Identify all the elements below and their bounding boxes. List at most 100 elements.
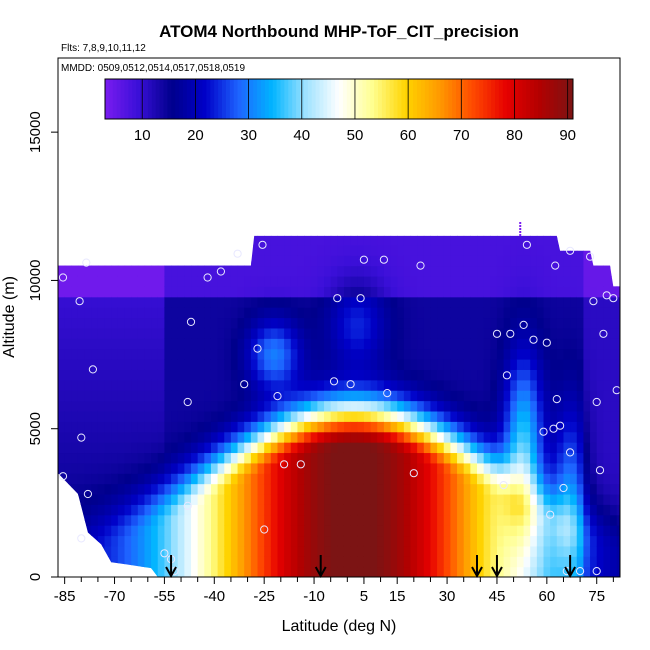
heatmap-cell (556, 286, 565, 298)
x-tick-label: 30 (439, 588, 456, 605)
heatmap-cell (543, 338, 551, 350)
heatmap-cell (97, 296, 106, 308)
heatmap-cell (131, 307, 139, 319)
heatmap-cell (390, 545, 398, 557)
heatmap-cell (237, 473, 245, 485)
heatmap-cell (197, 483, 205, 495)
heatmap-cell (337, 514, 345, 526)
heatmap-cell (97, 535, 106, 547)
heatmap-cell (523, 307, 531, 319)
heatmap-cell (463, 390, 471, 402)
heatmap-cell (370, 275, 378, 287)
sample-point (556, 421, 565, 430)
heatmap-cell (390, 390, 398, 402)
heatmap-cell (124, 296, 132, 308)
heatmap-cell (217, 235, 225, 246)
heatmap-cell (111, 504, 119, 516)
heatmap-cell (71, 327, 79, 339)
heatmap-cell (71, 359, 79, 370)
heatmap-cell (310, 286, 318, 298)
colorbar-swatch (108, 79, 114, 119)
heatmap-cell (64, 535, 72, 547)
heatmap-cell (343, 442, 352, 454)
heatmap-cell (590, 327, 598, 339)
heatmap-cell (410, 566, 418, 577)
heatmap-cell (423, 421, 432, 433)
heatmap-cell (264, 255, 272, 267)
heatmap-cell (410, 535, 418, 547)
heatmap-cell (550, 317, 558, 329)
heatmap-cell (257, 265, 265, 277)
heatmap-cell (91, 244, 99, 256)
heatmap-cell (111, 317, 119, 329)
heatmap-cell (237, 545, 245, 557)
heatmap-cell (297, 442, 305, 454)
heatmap-cell (137, 379, 146, 391)
heatmap-cell (184, 275, 192, 287)
heatmap-cell (137, 338, 146, 350)
heatmap-cell (184, 244, 192, 256)
heatmap-cell (370, 493, 378, 505)
heatmap-cell (516, 493, 525, 505)
heatmap-cell (317, 473, 325, 485)
heatmap-cell (483, 296, 491, 308)
heatmap-cell (430, 390, 438, 402)
heatmap-cell (290, 390, 299, 402)
heatmap-cell (550, 379, 558, 391)
heatmap-cell (603, 442, 611, 454)
heatmap-cell (556, 462, 565, 474)
heatmap-cell (530, 379, 538, 391)
heatmap-cell (250, 400, 259, 412)
heatmap-cell (131, 410, 139, 422)
heatmap-cell (191, 369, 199, 381)
heatmap-cell (357, 224, 364, 235)
heatmap-cell (337, 473, 345, 485)
heatmap-cell (437, 556, 445, 568)
heatmap-cell (191, 545, 199, 557)
heatmap-cell (364, 214, 371, 225)
heatmap-cell (171, 431, 179, 443)
heatmap-cell (477, 390, 485, 402)
heatmap-cell (164, 410, 172, 422)
heatmap-cell (496, 255, 505, 267)
heatmap-cell (197, 410, 205, 422)
heatmap-cell (570, 473, 578, 485)
heatmap-cell (91, 483, 99, 495)
heatmap-cell (77, 566, 86, 577)
heatmap-cell (191, 431, 199, 443)
heatmap-cell (177, 275, 185, 287)
heatmap-cell (317, 235, 325, 246)
heatmap-cell (590, 244, 598, 256)
heatmap-cell (244, 244, 252, 256)
heatmap-cell (357, 255, 365, 267)
heatmap-cell (77, 493, 86, 505)
heatmap-cell (403, 307, 412, 319)
heatmap-cell (463, 359, 471, 370)
heatmap-cell (151, 462, 159, 474)
heatmap-cell (177, 255, 185, 267)
heatmap-cell (171, 307, 179, 319)
heatmap-cell (184, 369, 192, 381)
colorbar-swatch (522, 79, 527, 119)
heatmap-cell (516, 514, 525, 526)
heatmap-cell (230, 556, 239, 568)
heatmap-cell (330, 545, 338, 557)
heatmap-cell (117, 317, 126, 329)
heatmap-cell (377, 286, 385, 298)
heatmap-cell (470, 307, 478, 319)
heatmap-cell (144, 379, 152, 391)
sample-point (346, 380, 355, 389)
heatmap-cell (191, 421, 199, 433)
colorbar-swatch (303, 79, 309, 119)
heatmap-cell (516, 452, 525, 464)
heatmap-cell (91, 400, 99, 412)
heatmap-cell (124, 431, 132, 443)
heatmap-cell (510, 452, 518, 464)
heatmap-cell (191, 307, 199, 319)
heatmap-cell (470, 535, 478, 547)
heatmap-cell (117, 338, 126, 350)
heatmap-cell (191, 286, 199, 298)
heatmap-cell (543, 545, 551, 557)
heatmap-cell (357, 235, 365, 246)
heatmap-cell (450, 400, 458, 412)
